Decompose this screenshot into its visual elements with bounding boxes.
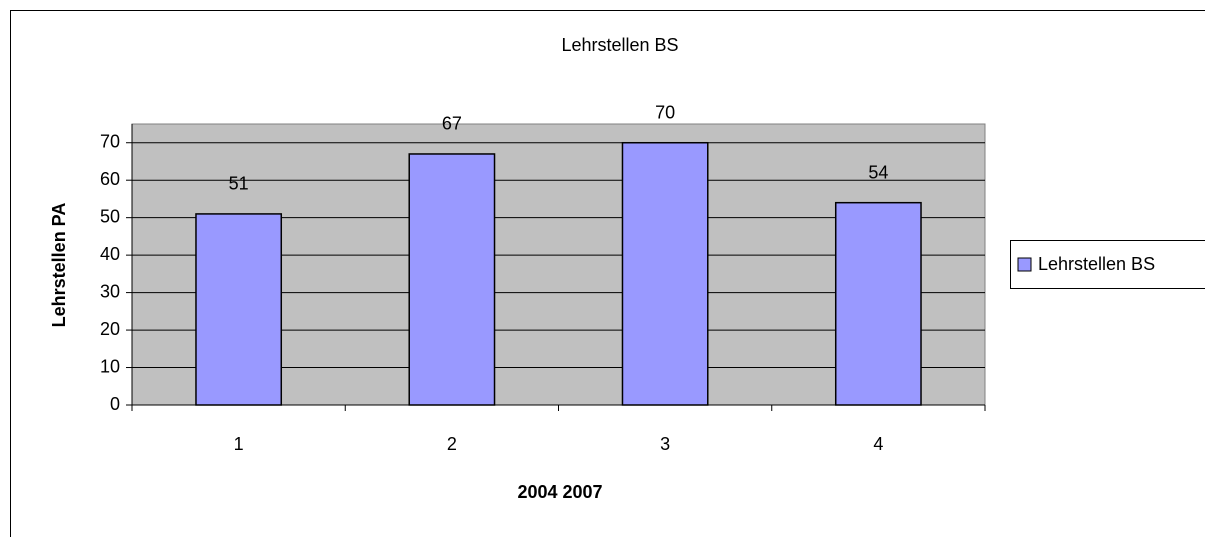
data-label: 70 xyxy=(655,102,675,122)
y-axis-label: Lehrstellen PA xyxy=(49,203,69,328)
y-tick-label: 30 xyxy=(100,281,120,301)
legend-box xyxy=(1010,240,1205,289)
chart-title: Lehrstellen BS xyxy=(561,35,678,55)
bar xyxy=(408,153,496,406)
bar xyxy=(621,141,709,406)
x-axis-label: 2004 2007 xyxy=(517,482,602,502)
legend-swatch xyxy=(1017,257,1032,272)
y-tick-label: 50 xyxy=(100,206,120,226)
bar xyxy=(195,213,283,406)
y-tick-label: 10 xyxy=(100,356,120,376)
data-label: 67 xyxy=(442,114,462,134)
bar xyxy=(834,201,922,406)
y-tick-label: 20 xyxy=(100,319,120,339)
data-label: 51 xyxy=(229,174,249,194)
x-tick-label: 3 xyxy=(660,434,670,454)
y-tick-label: 70 xyxy=(100,131,120,151)
y-tick-label: 60 xyxy=(100,169,120,189)
x-tick-label: 2 xyxy=(447,434,457,454)
y-tick-label: 40 xyxy=(100,244,120,264)
x-tick-label: 1 xyxy=(234,434,244,454)
data-label: 54 xyxy=(868,162,888,182)
x-tick-label: 4 xyxy=(873,434,883,454)
legend-label: Lehrstellen BS xyxy=(1038,254,1155,274)
y-tick-label: 0 xyxy=(110,394,120,414)
